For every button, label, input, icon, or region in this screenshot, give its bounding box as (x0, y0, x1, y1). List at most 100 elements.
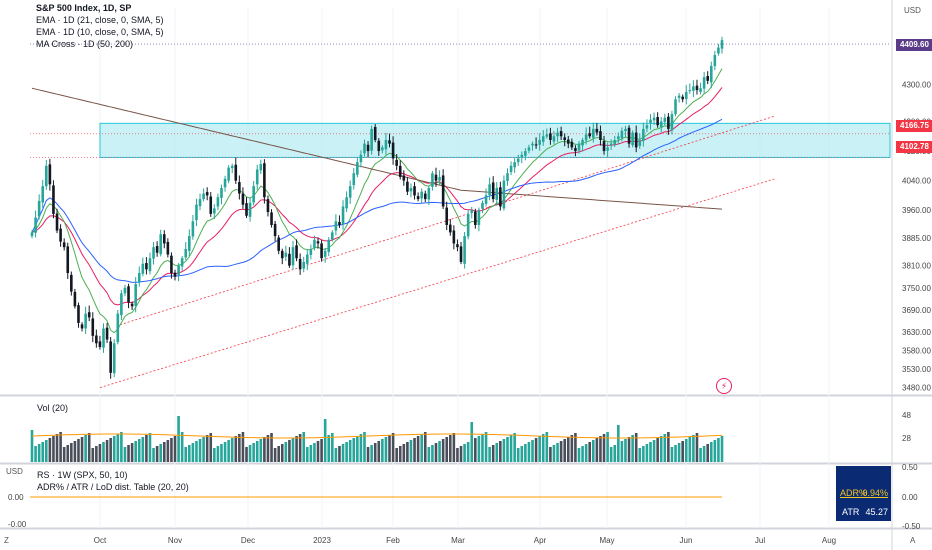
ema21-line (31, 87, 723, 306)
volume-bar (366, 447, 370, 462)
volume-bar (134, 441, 137, 462)
candle-body (520, 154, 524, 157)
candle-body (112, 343, 116, 374)
candle-body (445, 207, 449, 225)
corner-left-label[interactable]: Z (4, 536, 9, 545)
level-tag-upper: 4166.75 (896, 120, 932, 132)
volume-bar (55, 434, 59, 462)
candle-body (617, 136, 620, 140)
candle-body (477, 210, 481, 225)
ema21-legend: EMA · 1D (21, close, 0, SMA, 5) (36, 15, 164, 25)
volume-bar (109, 438, 112, 462)
candle-body (309, 249, 313, 255)
volume-bar (402, 444, 406, 462)
candle-body (177, 265, 180, 275)
candle-body (549, 133, 552, 140)
candle-body (695, 85, 699, 91)
x-tick-label: Jul (755, 536, 765, 545)
volume-bar (427, 447, 431, 462)
candle-body (252, 186, 255, 203)
candle-body (230, 165, 234, 169)
volume-bar (420, 434, 423, 462)
volume-bar (116, 434, 120, 462)
rs-legend: RS · 1W (SPX, 50, 10) ADR% / ATR / LoD d… (37, 469, 189, 493)
candle-body (159, 234, 163, 255)
candle-body (213, 208, 216, 214)
candle-body (674, 99, 677, 115)
volume-bar (102, 442, 105, 462)
candle-body (130, 303, 134, 307)
volume-bar (627, 437, 631, 462)
volume-bar (574, 433, 577, 462)
volume-bar (277, 446, 280, 462)
candle-body (148, 258, 152, 272)
volume-bar (549, 447, 552, 462)
candle-body (48, 164, 52, 185)
candle-body (245, 203, 248, 216)
candle-body (584, 134, 588, 141)
y-tick-label: 3750.00 (902, 284, 931, 293)
volume-bar (73, 441, 77, 462)
volume-bar (91, 448, 95, 462)
volume-bar (706, 444, 709, 462)
volume-bar (563, 439, 566, 462)
volume-bar (438, 441, 441, 462)
volume-bar (495, 443, 499, 462)
candle-body (688, 90, 692, 92)
candle-body (273, 223, 277, 237)
volume-bar (466, 442, 470, 462)
volume-bar (195, 441, 198, 462)
candle-body (41, 186, 45, 203)
y-tick-label: 3480.00 (902, 384, 931, 393)
volume-bar (259, 439, 263, 462)
currency-label: USD (904, 6, 921, 15)
candle-body (87, 312, 91, 318)
volume-bar (170, 438, 173, 462)
volume-bar (481, 434, 484, 462)
volume-bar (463, 444, 466, 462)
lightning-icon[interactable]: ⚡ (716, 378, 732, 394)
y-tick-label: 4300.00 (902, 81, 931, 90)
rs-left-tick-label: 0.00 (8, 493, 24, 502)
ema10-line (31, 68, 723, 334)
candle-body (659, 121, 663, 128)
candle-body (595, 128, 599, 133)
candle-body (670, 114, 674, 131)
volume-bar (298, 434, 302, 462)
candle-body (331, 232, 334, 240)
volume-bar (352, 438, 356, 462)
candle-body (352, 173, 356, 186)
candle-body (409, 188, 413, 192)
volume-bar (441, 439, 445, 462)
candle-body (381, 147, 384, 151)
trendline-upper (119, 115, 776, 326)
candle-body (316, 241, 320, 244)
candle-body (363, 143, 366, 154)
atr-value: 45.27 (865, 507, 888, 517)
candle-body (52, 185, 55, 214)
candle-body (552, 136, 556, 142)
moving-averages (31, 68, 723, 334)
volume-bar (631, 435, 634, 462)
candle-body (663, 117, 667, 122)
candle-body (427, 188, 431, 200)
volume-bar (663, 434, 667, 462)
candle-body (95, 335, 98, 344)
corner-right-label[interactable]: A (910, 536, 916, 545)
volume-bar (120, 432, 123, 462)
candle-body (30, 232, 34, 237)
candle-body (574, 148, 577, 152)
volume-bar (413, 438, 416, 462)
volume-bar (338, 446, 341, 462)
volume-bar (223, 442, 227, 462)
volume-bar (581, 446, 584, 462)
volume-bar (45, 440, 48, 462)
candle-body (259, 163, 263, 171)
candle-body (105, 327, 109, 340)
candle-body (116, 313, 120, 343)
candle-body (488, 184, 491, 196)
candle-body (359, 154, 363, 163)
candle-body (302, 261, 306, 269)
candle-body (102, 328, 105, 348)
